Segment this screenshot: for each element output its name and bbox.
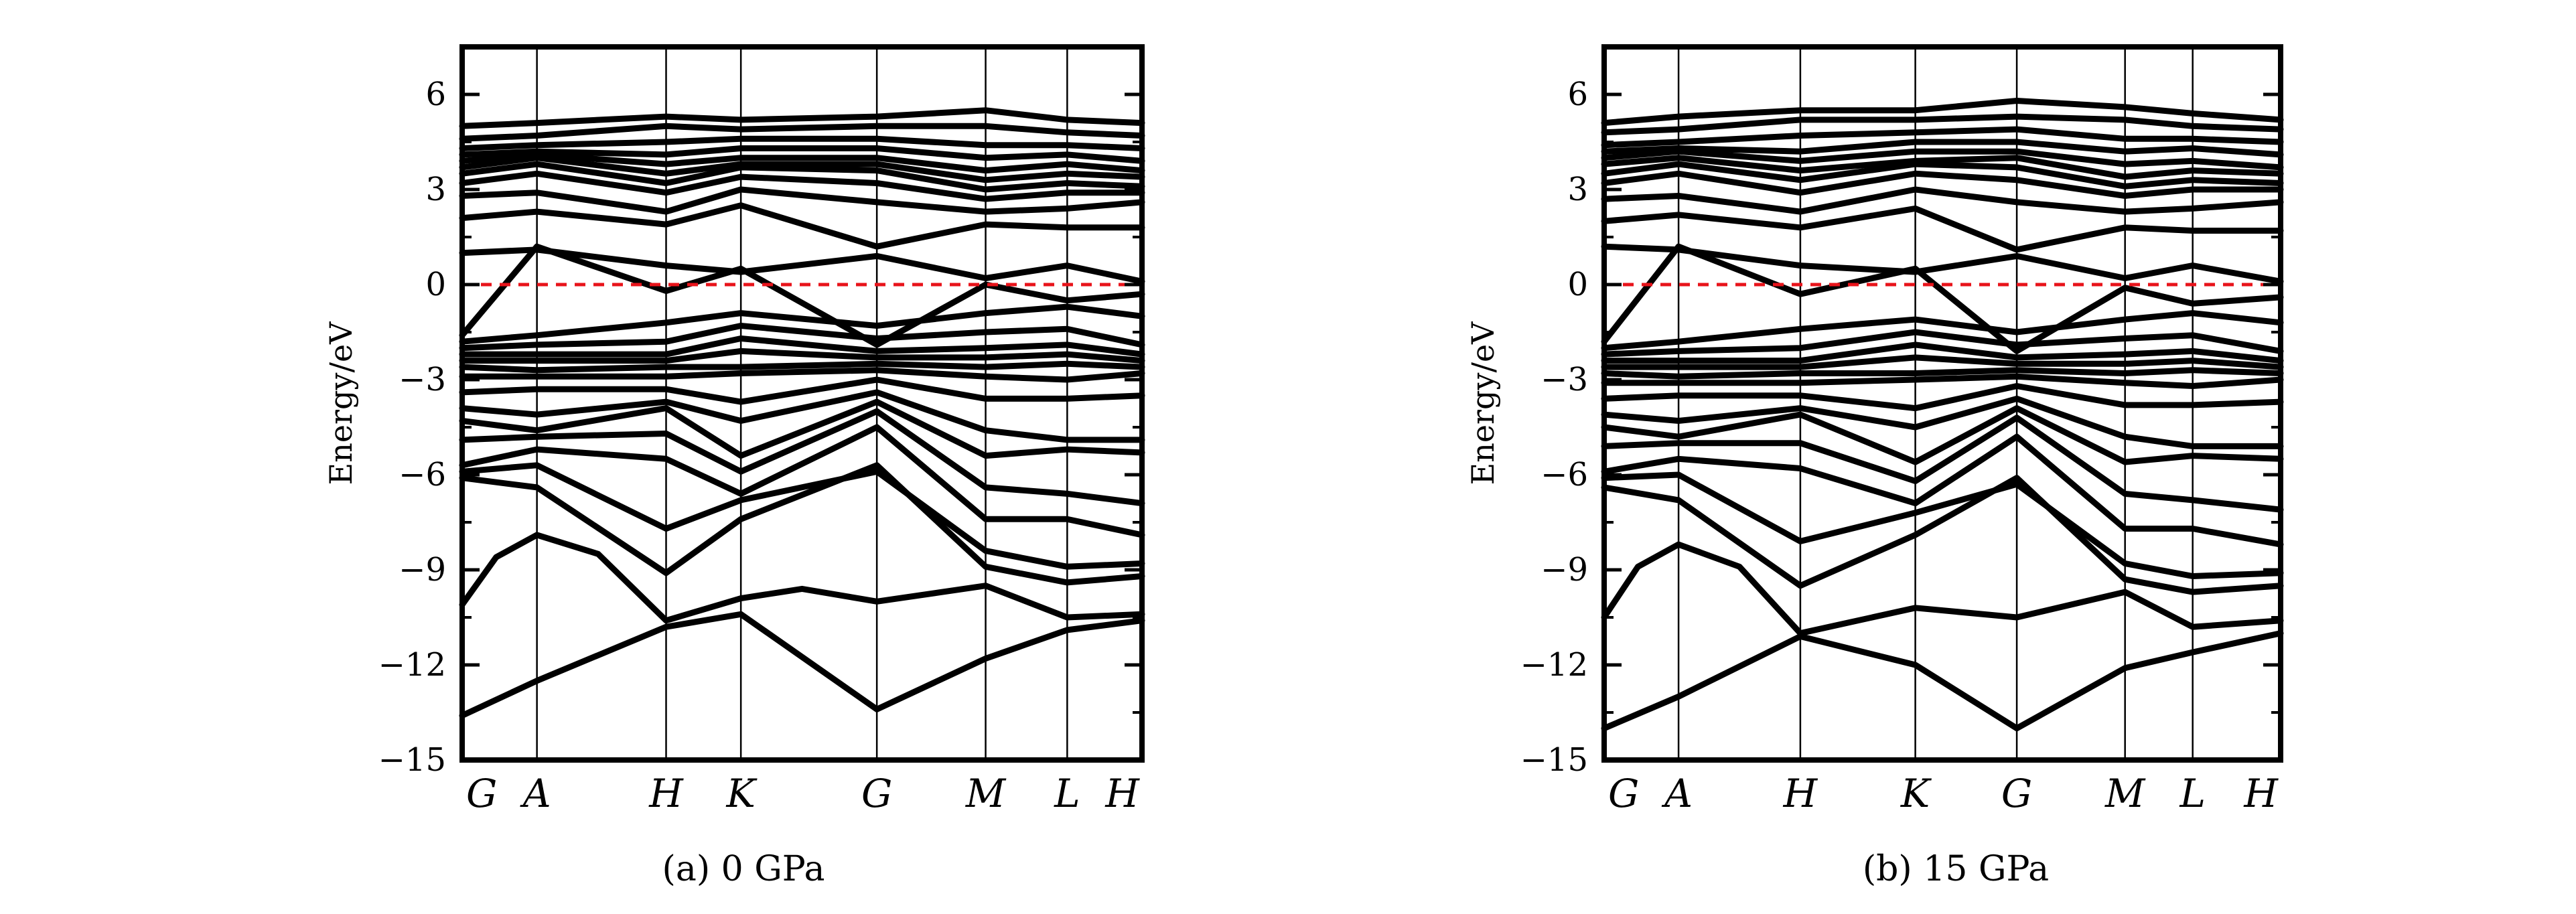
band-line — [1601, 329, 2284, 358]
kpoint-label: K — [1900, 771, 1932, 816]
y-tick-label: −3 — [399, 361, 446, 398]
band-line — [1601, 367, 2284, 380]
band-line — [459, 202, 1145, 250]
band-line — [1601, 341, 2284, 364]
band-line — [1601, 148, 2284, 171]
y-axis-title: Energy/eV — [1465, 321, 1501, 485]
band-line — [459, 389, 1145, 443]
band-line — [1601, 373, 2284, 389]
kpoint-label: A — [520, 771, 551, 816]
y-tick-label: 6 — [1567, 76, 1588, 113]
band-line — [1601, 541, 2284, 637]
kpoint-label: M — [965, 771, 1007, 816]
plot-frame — [1601, 44, 2283, 763]
y-tick-label: 6 — [425, 76, 446, 113]
kpoint-label: K — [725, 771, 758, 816]
band-line — [1601, 113, 2284, 136]
kpoint-label: G — [1608, 771, 1639, 816]
band-line — [1601, 98, 2284, 127]
band-line — [1601, 186, 2284, 215]
y-tick-label: −12 — [1520, 646, 1588, 684]
band-line — [459, 462, 1145, 570]
kpoint-label: L — [1054, 771, 1080, 816]
y-tick-label: 3 — [1567, 171, 1588, 208]
y-axis-title: Energy/eV — [323, 321, 359, 485]
band-line — [1601, 243, 2284, 285]
kpoint-label: L — [2179, 771, 2206, 816]
panel-caption: (b) 15 GPa — [1863, 849, 2049, 889]
kpoint-label: H — [1783, 771, 1818, 816]
y-tick-label: −3 — [1541, 361, 1588, 398]
kpoint-label: M — [2104, 771, 2146, 816]
band-line — [459, 161, 1145, 193]
kpoint-label: H — [648, 771, 684, 816]
band-line — [459, 360, 1145, 374]
y-tick-label: 3 — [425, 171, 446, 208]
kpoint-label: G — [466, 771, 497, 816]
band-line — [459, 408, 1145, 507]
band-line — [459, 532, 1145, 624]
y-tick-label: 0 — [1567, 266, 1588, 303]
y-tick-label: −6 — [399, 456, 446, 493]
band-line — [1601, 139, 2284, 158]
y-tick-label: 0 — [425, 266, 446, 303]
band-line — [1601, 471, 2284, 579]
kpoint-label: G — [861, 771, 892, 816]
band-line — [459, 155, 1145, 183]
band-line — [1601, 405, 2284, 465]
kpoint-label: H — [1104, 771, 1140, 816]
band-line — [459, 335, 1145, 358]
y-tick-label: −9 — [1541, 551, 1588, 589]
band-line — [459, 151, 1145, 174]
band-line — [459, 303, 1145, 345]
band-line — [459, 367, 1145, 383]
band-line — [1601, 170, 2284, 199]
band-line — [459, 462, 1145, 586]
band-line — [459, 398, 1145, 459]
band-line — [1601, 310, 2284, 352]
band-line — [1601, 433, 2284, 548]
band-line — [1601, 630, 2284, 732]
band-line — [1601, 414, 2284, 513]
band-line — [459, 246, 1145, 285]
band-line — [459, 611, 1145, 719]
y-tick-label: −6 — [1541, 456, 1588, 493]
band-line — [1601, 126, 2284, 149]
band-line — [459, 376, 1145, 405]
band-line — [459, 145, 1145, 164]
band-line — [459, 123, 1145, 142]
kpoint-label: H — [2243, 771, 2279, 816]
panel-caption: (a) 0 GPa — [662, 849, 825, 889]
kpoint-label: G — [2001, 771, 2032, 816]
band-line — [1601, 475, 2284, 595]
band-line — [1601, 354, 2284, 370]
band-line — [459, 135, 1145, 151]
plot-frame — [459, 44, 1145, 763]
y-tick-label: −15 — [378, 741, 446, 779]
band-line — [459, 186, 1145, 215]
band-line — [459, 170, 1145, 202]
y-tick-label: −9 — [399, 551, 446, 589]
y-tick-label: −15 — [1520, 741, 1588, 779]
y-tick-label: −12 — [378, 646, 446, 684]
band-line — [459, 107, 1145, 129]
band-line — [1601, 155, 2284, 180]
band-line — [1601, 161, 2284, 189]
kpoint-label: A — [1661, 771, 1693, 816]
band-line — [459, 348, 1145, 364]
band-line — [1601, 205, 2284, 253]
band-line — [459, 424, 1145, 538]
band-line — [1601, 395, 2284, 449]
band-line — [459, 323, 1145, 352]
band-line — [1601, 383, 2284, 412]
